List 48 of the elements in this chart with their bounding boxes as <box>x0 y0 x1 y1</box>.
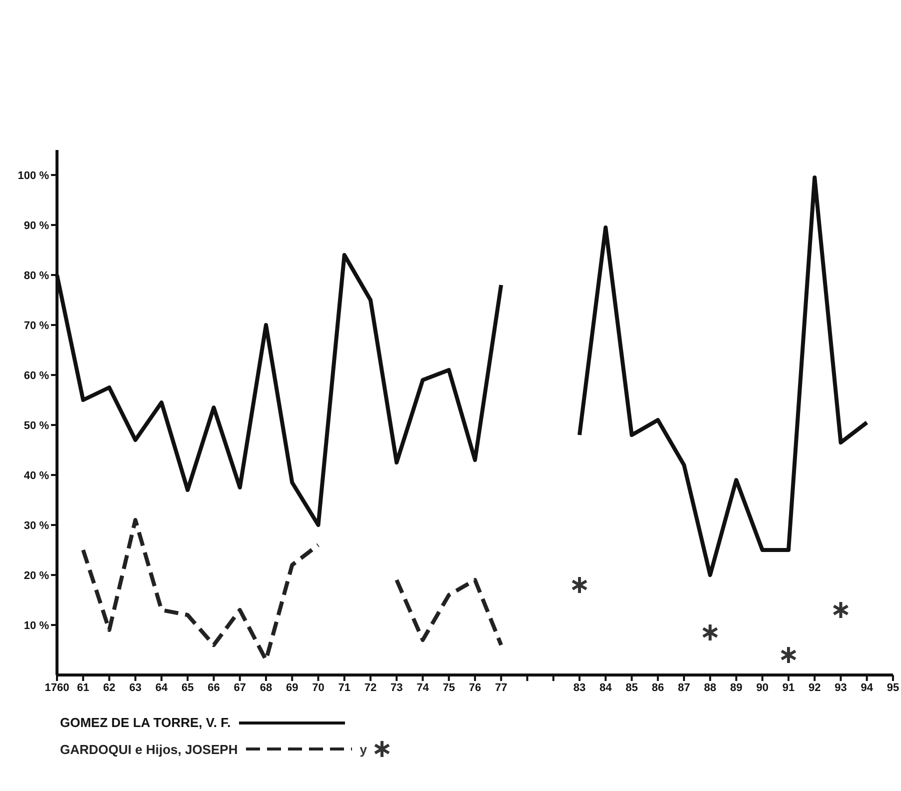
x-tick-label: 88 <box>704 682 716 694</box>
y-tick-label: 30 % <box>24 520 50 532</box>
x-tick-label: 84 <box>600 682 613 694</box>
x-tick-label: 62 <box>103 682 116 694</box>
x-tick-label: 87 <box>678 682 690 694</box>
x-tick-label: 94 <box>860 682 874 694</box>
point <box>702 623 719 642</box>
x-tick-label: 67 <box>234 682 246 694</box>
x-tick-label: 89 <box>730 682 742 694</box>
x-tick-label: 75 <box>442 682 455 694</box>
x-tick-label: 85 <box>626 682 638 694</box>
y-tick-label: 70 % <box>24 320 50 332</box>
text: GARDOQUI e Hijos, JOSEPH <box>60 742 238 756</box>
x-tick-label: 76 <box>468 682 482 694</box>
x-tick-label: 73 <box>390 682 403 694</box>
x-tick-label: 92 <box>808 682 821 694</box>
text: GOMEZ DE LA TORRE, V. F. <box>60 715 231 730</box>
x-tick-label: 72 <box>364 682 377 694</box>
x-tick-label: 86 <box>652 682 664 694</box>
x-tick-label: 91 <box>782 682 795 694</box>
x-tick-label: 77 <box>495 682 508 694</box>
x-tick-label: 90 <box>756 682 768 694</box>
x-tick-label: 63 <box>129 682 142 694</box>
y-tick-label: 90 % <box>24 220 50 232</box>
x-tick-label: 70 <box>312 682 324 694</box>
x-tick-label: 61 <box>77 682 90 694</box>
x-tick-label: 66 <box>208 682 220 694</box>
legend-label: y <box>360 742 367 756</box>
x-tick-label: 93 <box>834 682 847 694</box>
point <box>571 576 588 594</box>
y-tick-label: 80 % <box>24 270 50 282</box>
x-tick-label: 83 <box>573 682 586 694</box>
y-tick-label: 10 % <box>24 620 50 632</box>
point <box>832 600 850 620</box>
y-tick-label: 40 % <box>24 470 50 482</box>
y-tick-label: 20 % <box>24 570 50 582</box>
y-tick-label: 60 % <box>24 370 50 382</box>
x-tick-label: 1760 <box>44 682 70 694</box>
x-tick-label: 95 <box>886 682 900 694</box>
point <box>780 646 797 664</box>
y-tick-label: 100 % <box>18 170 50 182</box>
x-tick-label: 64 <box>155 682 168 694</box>
x-tick-label: 68 <box>260 682 272 694</box>
x-tick-label: 74 <box>416 682 430 694</box>
y-tick-label: 50 % <box>24 420 50 432</box>
x-tick-label: 69 <box>286 682 298 694</box>
x-tick-label: 65 <box>182 682 194 694</box>
x-tick-label: 71 <box>338 682 350 694</box>
